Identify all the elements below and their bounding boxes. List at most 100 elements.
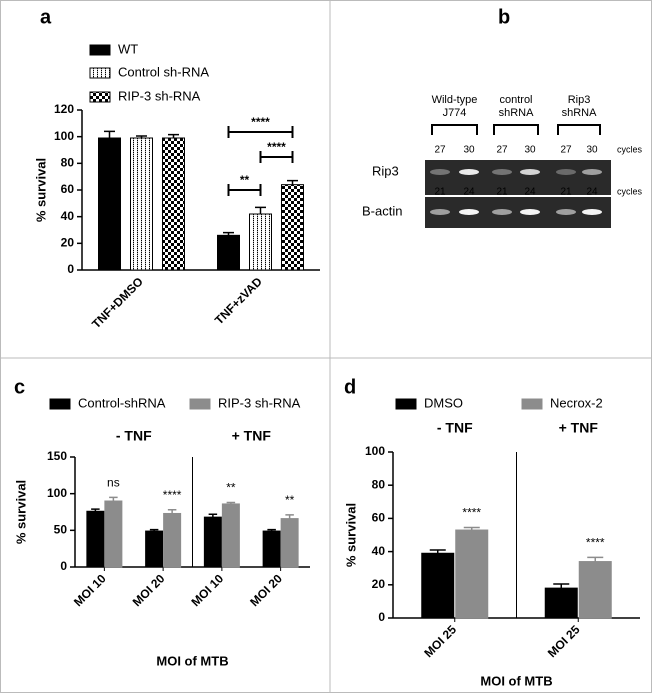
group-label: + TNF — [559, 420, 599, 436]
bar — [130, 137, 153, 271]
bar — [421, 552, 455, 619]
y-axis-label: % survival — [33, 158, 48, 222]
bar — [262, 530, 281, 568]
gel-image — [425, 160, 611, 228]
bar — [104, 500, 123, 568]
legend-swatch — [49, 398, 71, 410]
x-axis-label: MOI of MTB — [156, 653, 228, 668]
gel-band — [459, 169, 479, 175]
lane-bracket — [431, 124, 478, 135]
y-tick-label: 60 — [61, 182, 75, 196]
gel-band — [556, 209, 576, 215]
y-tick-label: 0 — [378, 610, 385, 624]
significance-label: ** — [226, 481, 236, 495]
legend-swatch — [89, 67, 111, 79]
legend-swatch — [89, 44, 111, 56]
y-tick-label: 100 — [365, 444, 385, 458]
y-tick-label: 120 — [54, 102, 74, 116]
significance-label: **** — [462, 506, 481, 520]
lane-bracket — [493, 124, 539, 135]
significance-label: ** — [285, 493, 295, 507]
legend-label: RIP-3 sh-RNA — [118, 88, 201, 103]
gel-band — [520, 169, 540, 175]
cycle-label: 27 — [434, 145, 446, 156]
row-label: B-actin — [362, 203, 402, 218]
y-tick-label: 80 — [372, 477, 386, 491]
x-tick-label: TNF+DMSO — [89, 274, 146, 331]
panel-label: b — [498, 6, 510, 28]
cycle-label: 24 — [463, 187, 475, 198]
cycle-label: 30 — [524, 145, 536, 156]
gel-band — [492, 209, 512, 215]
x-tick-label: MOI 20 — [130, 571, 168, 609]
y-tick-label: 50 — [54, 523, 68, 537]
cycle-label: 27 — [560, 145, 572, 156]
error-bar — [208, 513, 218, 518]
legend-label: DMSO — [424, 395, 463, 410]
error-bar — [109, 496, 118, 501]
y-tick-label: 20 — [372, 577, 386, 591]
y-tick-label: 0 — [67, 262, 74, 276]
lane-label: control — [499, 94, 532, 106]
bar — [221, 503, 240, 568]
y-axis-label: % survival — [13, 480, 28, 544]
x-tick-label: MOI 10 — [71, 571, 109, 609]
legend-swatch — [395, 398, 417, 410]
cycle-label: 30 — [586, 145, 598, 156]
row-label: Rip3 — [372, 163, 399, 178]
y-axis-label: % survival — [343, 503, 358, 567]
error-bar — [149, 528, 159, 532]
bar — [249, 213, 272, 271]
bar — [217, 234, 240, 271]
bar — [203, 516, 222, 568]
group-label: - TNF — [437, 420, 473, 436]
lane-label: Wild-type — [432, 94, 478, 106]
legend-label: RIP-3 sh-RNA — [218, 395, 301, 410]
x-tick-label: MOI 20 — [247, 571, 285, 609]
gel-band — [520, 209, 540, 215]
gel-band — [556, 169, 576, 175]
gel-band — [430, 169, 450, 175]
legend-swatch — [89, 91, 111, 103]
cycle-label: 21 — [560, 187, 572, 198]
error-bar — [587, 556, 604, 562]
cycle-label: 21 — [496, 187, 508, 198]
significance-label: **** — [163, 488, 182, 502]
legend-label: Control sh-RNA — [118, 64, 209, 79]
error-bar — [429, 549, 446, 554]
lane-label: shRNA — [499, 107, 535, 119]
group-label: + TNF — [232, 428, 272, 444]
y-tick-label: 80 — [61, 156, 75, 170]
bar — [455, 529, 489, 619]
bar — [544, 587, 578, 619]
lane-bracket — [557, 124, 601, 135]
cycle-unit: cycles — [617, 144, 643, 154]
bar — [578, 561, 612, 619]
bar — [98, 137, 121, 271]
bracket — [227, 184, 262, 196]
significance-label: **** — [586, 536, 605, 550]
lane-label: shRNA — [562, 107, 598, 119]
bar — [162, 137, 185, 271]
x-tick-label: MOI 25 — [421, 622, 459, 660]
cycle-label: 21 — [434, 187, 446, 198]
error-bar — [223, 231, 234, 236]
cycle-label: 24 — [524, 187, 536, 198]
panel-label: a — [40, 6, 52, 28]
bracket-label: ** — [240, 173, 250, 187]
gel-band — [582, 169, 602, 175]
legend-label: WT — [118, 41, 138, 56]
y-tick-label: 100 — [47, 486, 67, 500]
error-bar — [553, 583, 570, 589]
y-tick-label: 20 — [61, 236, 75, 250]
y-tick-label: 100 — [54, 129, 74, 143]
bracket — [259, 151, 294, 163]
bracket-label: **** — [267, 140, 286, 154]
error-bar — [255, 206, 266, 214]
lane-label: J774 — [443, 107, 467, 119]
bracket-label: **** — [251, 115, 270, 129]
error-bar — [136, 135, 147, 138]
group-label: - TNF — [116, 428, 152, 444]
y-tick-label: 0 — [60, 559, 67, 573]
